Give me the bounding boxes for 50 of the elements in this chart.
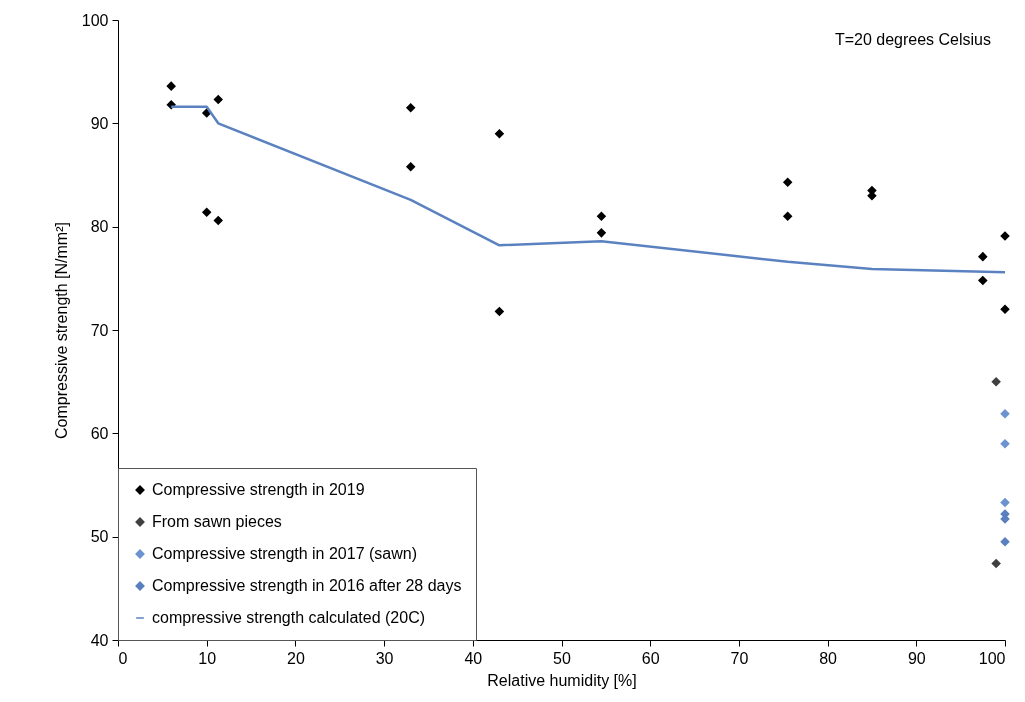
legend-label: Compressive strength in 2017 (sawn)	[152, 545, 418, 562]
legend-label: Compressive strength in 2019	[152, 481, 365, 498]
point	[596, 228, 606, 238]
x-tick-label: 50	[553, 649, 571, 667]
point	[978, 275, 988, 285]
legend-label: compressive strength calculated (20C)	[152, 609, 426, 626]
x-tick-label: 70	[730, 649, 749, 667]
point	[783, 211, 793, 221]
point	[213, 216, 223, 225]
point	[166, 100, 176, 110]
y-tick-label: 70	[90, 321, 109, 339]
x-tick-label: 0	[118, 649, 128, 667]
point	[991, 559, 1001, 568]
point	[783, 177, 793, 187]
y-tick-label: 50	[90, 528, 109, 546]
x-tick-label: 20	[287, 649, 305, 667]
x-tick-label: 90	[907, 649, 926, 667]
point	[1000, 231, 1010, 241]
point	[202, 108, 212, 118]
y-tick-label: 90	[90, 114, 109, 132]
y-axis-title: Compressive strength [N/mm²]	[52, 222, 70, 439]
x-axis-title: Relative humidity [%]	[487, 671, 637, 689]
point	[1000, 498, 1010, 508]
point	[406, 162, 416, 172]
y-tick-label: 40	[90, 631, 109, 649]
legend-label: Compressive strength in 2016 after 28 days	[152, 577, 462, 594]
point	[596, 211, 606, 221]
point	[406, 103, 416, 113]
point	[1000, 409, 1010, 419]
x-tick-label: 10	[198, 649, 217, 667]
point	[1000, 304, 1010, 314]
point	[494, 129, 504, 139]
point	[1000, 439, 1010, 449]
x-tick-label: 100	[978, 649, 1006, 667]
point	[978, 252, 988, 262]
point	[213, 95, 223, 105]
x-tick-label: 80	[819, 649, 838, 667]
y-tick-label: 100	[81, 11, 109, 29]
point	[202, 207, 212, 217]
point	[166, 81, 176, 91]
point	[494, 306, 504, 316]
annotation: T=20 degrees Celsius	[834, 31, 991, 48]
legend-label: From sawn pieces	[152, 513, 282, 530]
point	[1000, 537, 1010, 547]
x-tick-label: 60	[641, 649, 660, 667]
x-tick-label: 40	[464, 649, 483, 667]
point	[991, 377, 1001, 387]
y-tick-label: 80	[90, 218, 109, 236]
x-tick-label: 30	[375, 649, 394, 667]
y-tick-label: 60	[90, 424, 109, 442]
